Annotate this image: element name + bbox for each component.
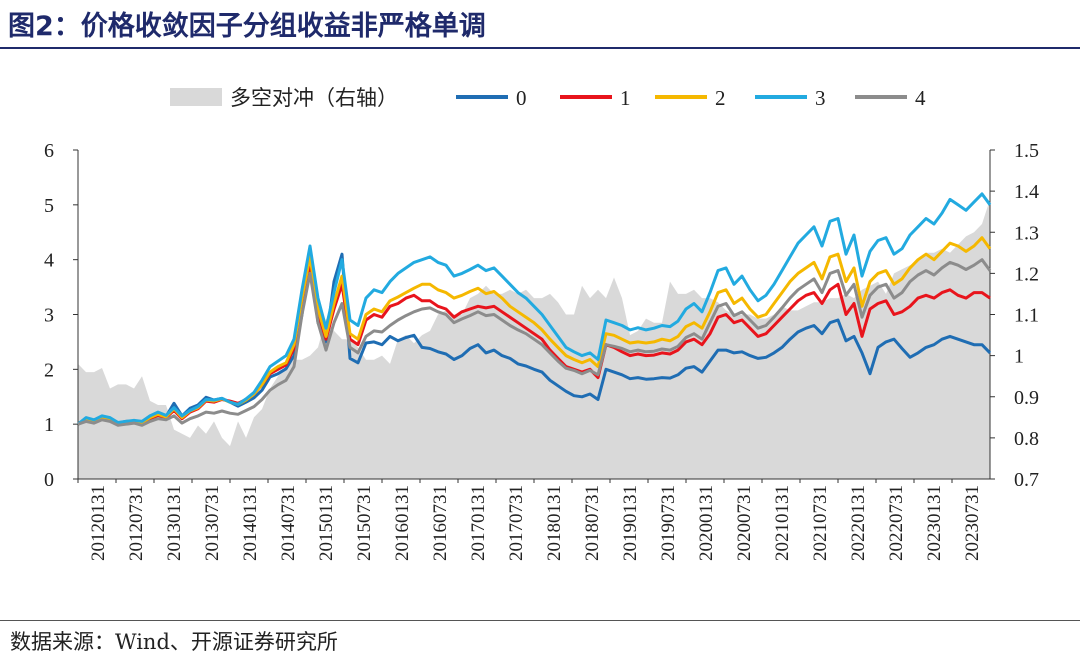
x-tick-label: 20200731 xyxy=(734,485,755,561)
x-tick-label: 20230731 xyxy=(962,485,983,561)
right-tick-label: 1.4 xyxy=(1014,181,1039,203)
series-line-4 xyxy=(77,258,992,427)
right-tick-label: 0.9 xyxy=(1014,387,1039,409)
x-tick-label: 20220131 xyxy=(848,485,869,561)
right-tick-label: 1.3 xyxy=(1014,222,1039,244)
x-tick-label: 20170131 xyxy=(468,485,489,561)
legend-swatch-area xyxy=(170,88,222,106)
legend-label: 4 xyxy=(915,86,926,110)
right-tick-label: 1.5 xyxy=(1014,140,1039,162)
left-tick-label: 5 xyxy=(44,195,54,217)
series-line-3 xyxy=(77,192,992,426)
left-tick-label: 2 xyxy=(44,359,54,381)
x-tick-label: 20160131 xyxy=(392,485,413,561)
line-chart: 多空对冲（右轴） 0 1 2 3 4 0 1 2 3 4 5 6 0.7 0.8 0.9 1 1.1 1.2 1.3… xyxy=(44,86,1039,561)
x-tick-label: 20210731 xyxy=(810,485,831,561)
left-tick-label: 6 xyxy=(44,140,54,162)
source-note: 数据来源：Wind、开源证券研究所 xyxy=(10,630,338,654)
x-tick-label: 20230131 xyxy=(924,485,945,561)
x-tick-label: 20130131 xyxy=(164,485,185,561)
x-tick-label: 20150131 xyxy=(316,485,337,561)
title-divider xyxy=(0,47,1080,49)
figure-title: 图2：价格收敛因子分组收益非严格单调 xyxy=(8,11,486,42)
left-tick-label: 1 xyxy=(44,414,54,436)
legend-label: 2 xyxy=(715,86,726,110)
right-tick-label: 0.7 xyxy=(1014,469,1039,491)
lines-layer xyxy=(77,192,992,427)
right-tick-label: 0.8 xyxy=(1014,428,1039,450)
x-tick-label: 20210131 xyxy=(772,485,793,561)
legend: 多空对冲（右轴） 0 1 2 3 4 xyxy=(170,86,926,110)
right-tick-label: 1 xyxy=(1014,346,1024,368)
x-tick-label: 20150731 xyxy=(354,485,375,561)
left-tick-label: 4 xyxy=(44,250,54,272)
x-tick-label: 20200131 xyxy=(696,485,717,561)
legend-label: 3 xyxy=(815,86,826,110)
x-tick-label: 20140131 xyxy=(240,485,261,561)
right-tick-label: 1.2 xyxy=(1014,263,1039,285)
right-tick-label: 1.1 xyxy=(1014,305,1039,327)
x-tick-label: 20180131 xyxy=(544,485,565,561)
x-tick-label: 20180731 xyxy=(582,485,603,561)
x-tick-label: 20220731 xyxy=(886,485,907,561)
left-tick-label: 0 xyxy=(44,469,54,491)
left-tick-label: 3 xyxy=(44,305,54,327)
x-tick-label: 20120131 xyxy=(88,485,109,561)
x-tick-label: 20140731 xyxy=(278,485,299,561)
legend-label: 0 xyxy=(516,86,527,110)
footer-divider xyxy=(0,620,1080,621)
x-tick-label: 20170731 xyxy=(506,485,527,561)
x-tick-label: 20160731 xyxy=(430,485,451,561)
legend-label: 1 xyxy=(620,86,631,110)
x-tick-label: 20190131 xyxy=(620,485,641,561)
x-tick-label: 20190731 xyxy=(658,485,679,561)
x-tick-label: 20130731 xyxy=(202,485,223,561)
axes-layer: 0 1 2 3 4 5 6 0.7 0.8 0.9 1 1.1 1.2 1.3 1.4 1.5 20120131… xyxy=(44,140,1039,561)
legend-label: 多空对冲（右轴） xyxy=(230,86,398,110)
x-tick-label: 20120731 xyxy=(126,485,147,561)
